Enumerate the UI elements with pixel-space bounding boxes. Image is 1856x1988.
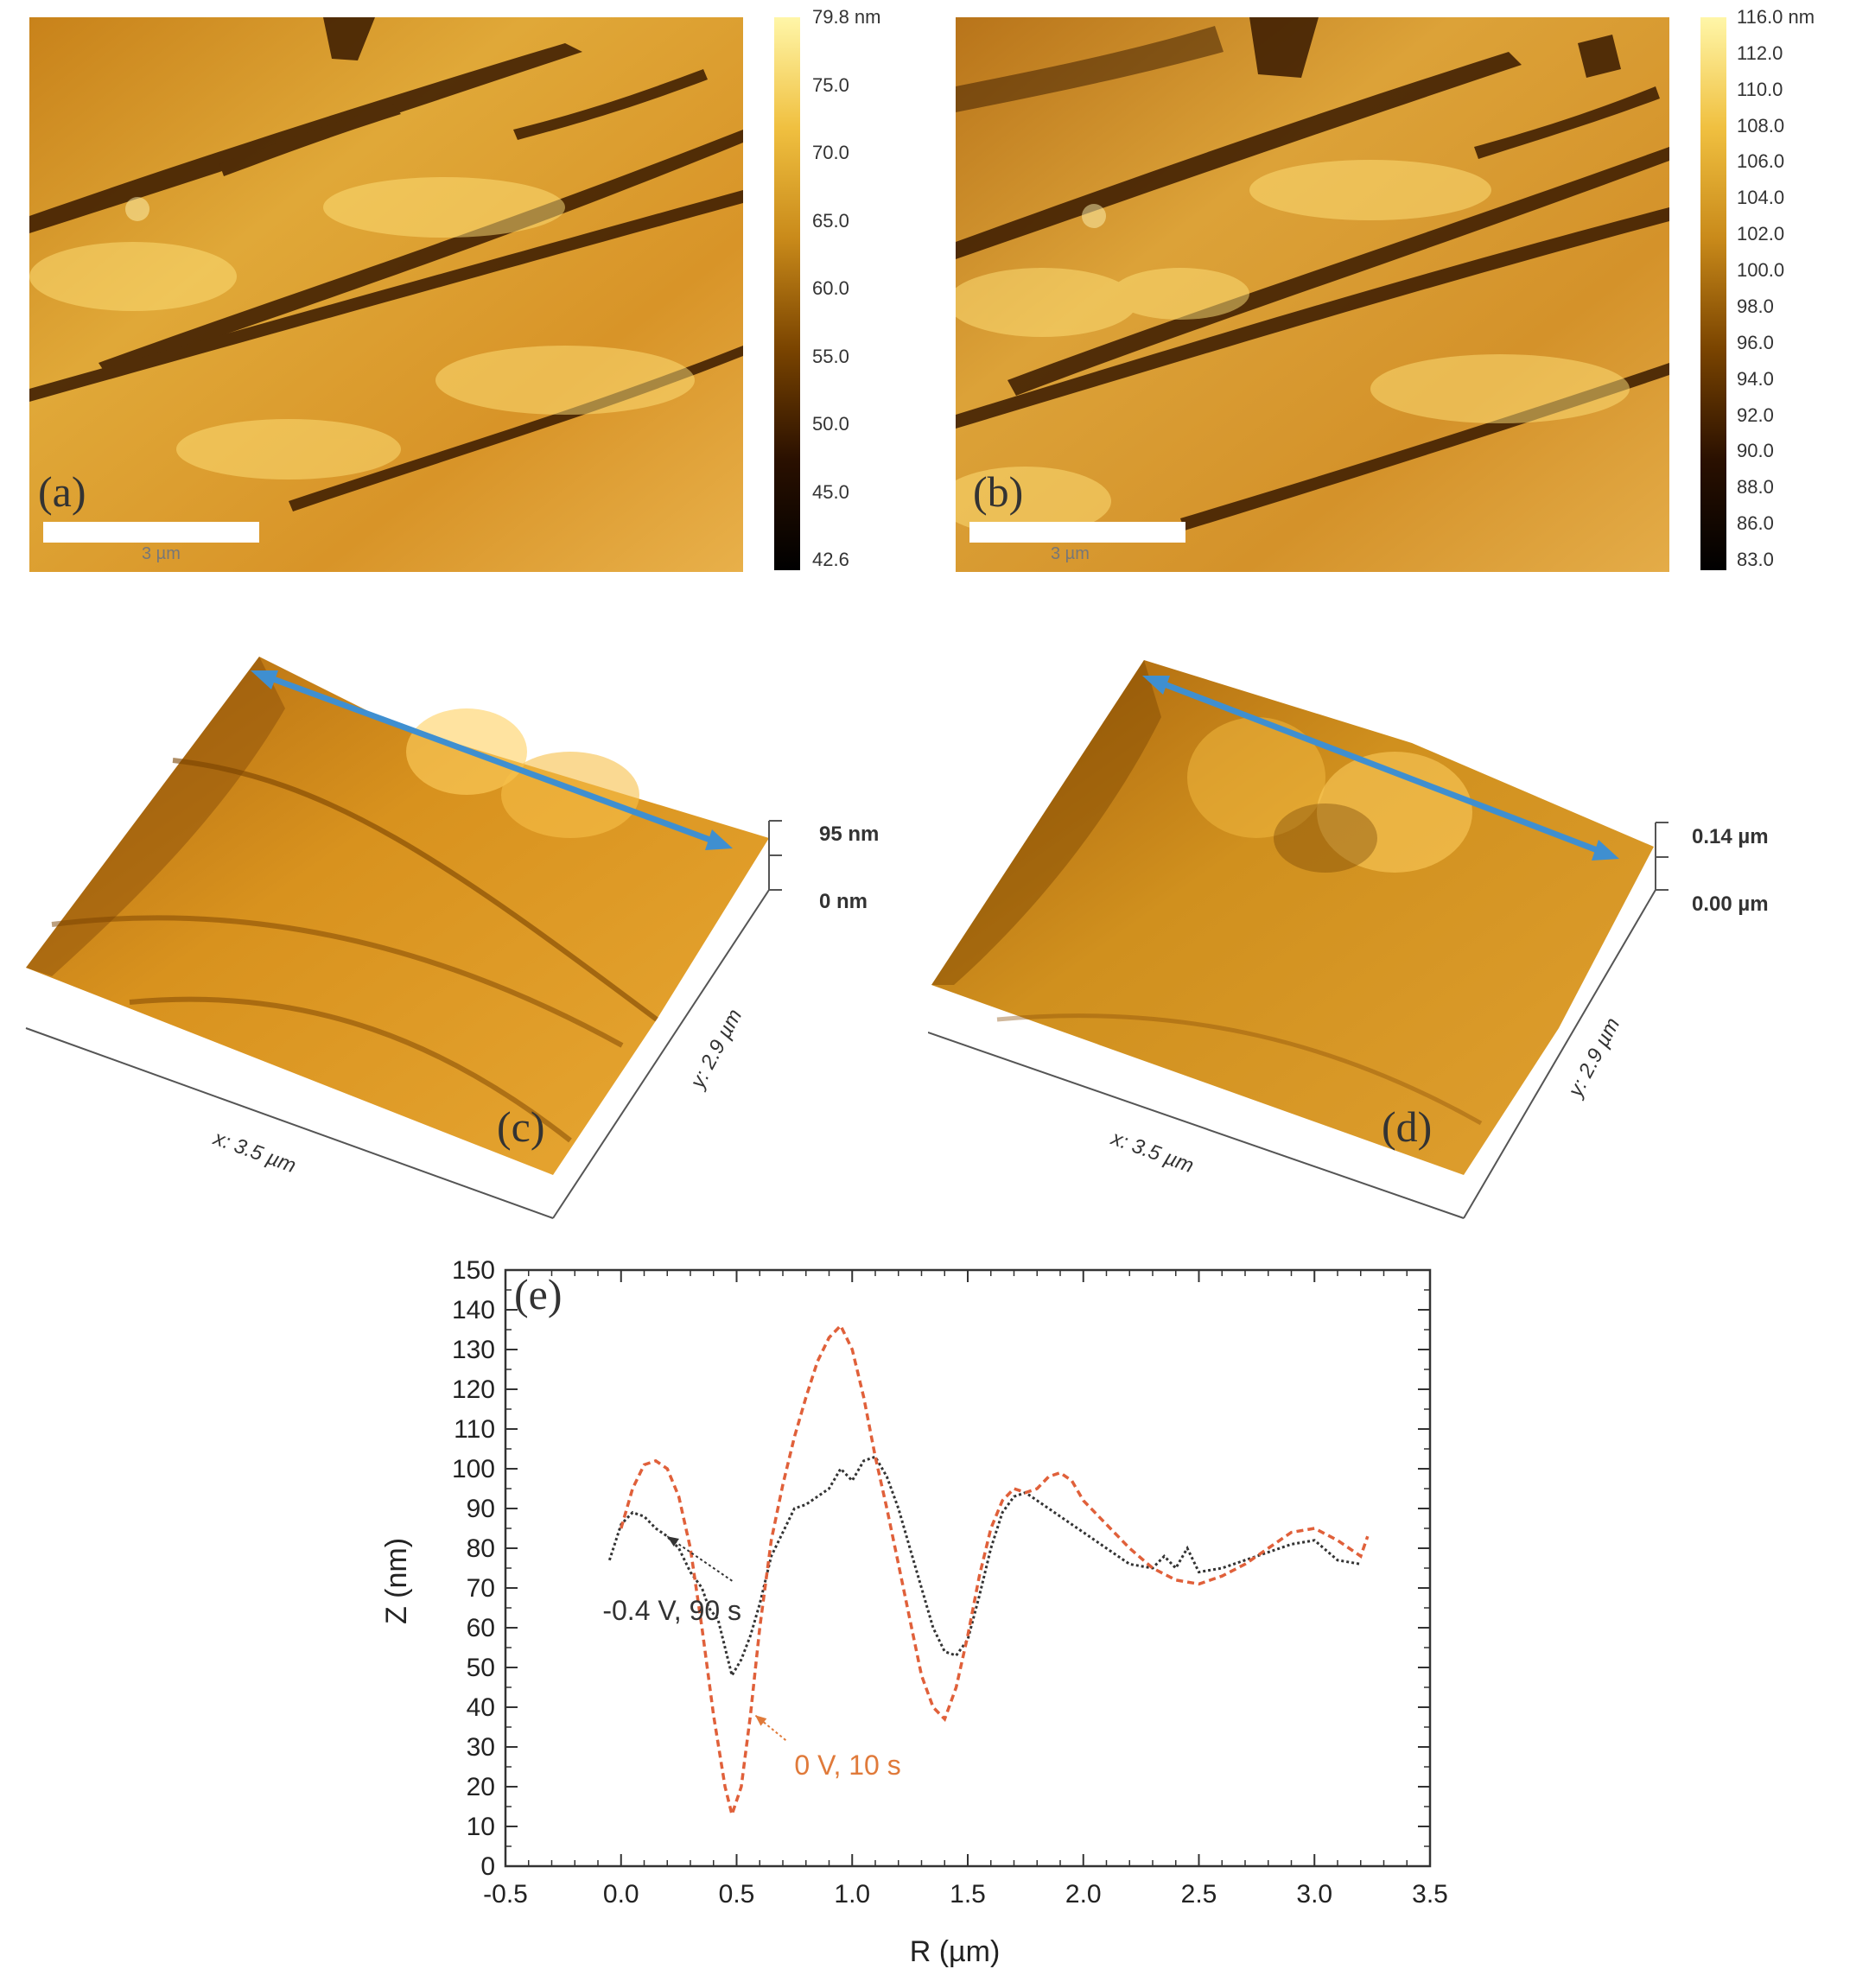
afm-3d-surface-d bbox=[928, 660, 1668, 1219]
x-tick-label: 2.5 bbox=[1181, 1880, 1217, 1909]
afm-3d-surface-c bbox=[25, 657, 782, 1219]
y-tick-label: 10 bbox=[467, 1813, 495, 1841]
x-tick-label: 2.0 bbox=[1065, 1880, 1102, 1909]
x-tick-label: 1.0 bbox=[834, 1880, 870, 1909]
afm-height-map-a: 3 µm (a) bbox=[29, 17, 743, 572]
afm-texture-a bbox=[29, 17, 743, 572]
y-tick-label: 120 bbox=[452, 1375, 495, 1404]
plot-frame bbox=[504, 1268, 1432, 1868]
panel-tag-e: (e) bbox=[514, 1270, 563, 1318]
line-chart-e: -0.5 0.0 0.5 1.0 1.5 2.0 2.5 3.0 3.5 0 10 20 30 40 50 6… bbox=[380, 1256, 1448, 1968]
colorbar-b-tick-label: 86.0 bbox=[1737, 512, 1774, 535]
x-axis-title: R (µm) bbox=[910, 1935, 1001, 1968]
colorbar-a-tick-label: 70.0 bbox=[812, 142, 849, 163]
panel-tag-a: (a) bbox=[38, 467, 86, 516]
colorbar-b bbox=[1700, 17, 1726, 570]
colorbar-b-tick-label: 102.0 bbox=[1737, 223, 1785, 245]
colorbar-a-tick-label: 42.6 bbox=[812, 549, 849, 570]
annotation-label: 0 V, 10 s bbox=[794, 1750, 900, 1781]
y-tick-label: 30 bbox=[467, 1733, 495, 1762]
scalebar-label-b: 3 µm bbox=[1051, 544, 1090, 563]
afm-3d-panel-c: 95 nm 0 nm x: 3.5 µm y: 2.9 µm (c) bbox=[0, 639, 928, 1244]
colorbar-b-tick-label: 108.0 bbox=[1737, 114, 1785, 137]
z-max-label-c: 95 nm bbox=[819, 823, 880, 846]
colorbar-b-tick-label: 90.0 bbox=[1737, 440, 1774, 462]
y-tick-label: 50 bbox=[467, 1654, 495, 1682]
y-tick-label: 40 bbox=[467, 1693, 495, 1722]
afm-3d-panel-d: 0.14 µm 0.00 µm x: 3.5 µm y: 2.9 µm (d) bbox=[928, 639, 1856, 1244]
chart-axes: -0.5 0.0 0.5 1.0 1.5 2.0 2.5 3.0 3.5 0 10 20 30 40 50 6… bbox=[452, 1256, 1448, 1909]
scalebar-a bbox=[43, 522, 259, 543]
z-max-label-d: 0.14 µm bbox=[1692, 825, 1769, 848]
series-line-1 bbox=[620, 1323, 1370, 1820]
colorbar-a-tick-label: 45.0 bbox=[812, 480, 849, 503]
x-tick-label: 3.0 bbox=[1296, 1880, 1332, 1909]
x-tick-label: 3.5 bbox=[1412, 1880, 1448, 1909]
colorbar-b-tick-label: 83.0 bbox=[1737, 549, 1774, 570]
x-tick-label: -0.5 bbox=[483, 1880, 528, 1909]
y-tick-label: 70 bbox=[467, 1574, 495, 1603]
x-tick-label: 0.0 bbox=[603, 1880, 639, 1909]
panel-tag-b: (b) bbox=[973, 467, 1024, 516]
chart-series bbox=[607, 1323, 1370, 1820]
series-line-0 bbox=[607, 1455, 1362, 1680]
colorbar-b-tick-label: 92.0 bbox=[1737, 403, 1774, 426]
colorbar-a-tick-label: 75.0 bbox=[812, 73, 849, 96]
colorbar-b-tick-label: 106.0 bbox=[1737, 150, 1785, 173]
colorbar-a-tick-label: 50.0 bbox=[812, 413, 849, 435]
colorbar-b-tick-label: 116.0 nm bbox=[1737, 6, 1815, 28]
y-tick-label: 20 bbox=[467, 1773, 495, 1801]
colorbar-b-tick-label: 110.0 bbox=[1737, 78, 1783, 100]
annotation-label: -0.4 V, 90 s bbox=[602, 1595, 741, 1626]
chart-annotations: -0.4 V, 90 s 0 V, 10 s bbox=[602, 1535, 901, 1781]
colorbar-b-tick-label: 112.0 bbox=[1737, 41, 1783, 64]
colorbar-a-tick-label: 65.0 bbox=[812, 209, 849, 232]
y-tick-label: 100 bbox=[452, 1455, 495, 1483]
y-tick-label: 110 bbox=[454, 1415, 495, 1444]
afm-texture-b bbox=[956, 17, 1669, 572]
y-tick-label: 80 bbox=[467, 1534, 495, 1563]
colorbar-b-tick-label: 98.0 bbox=[1737, 295, 1774, 317]
colorbar-b-tick-label: 100.0 bbox=[1737, 259, 1785, 282]
z-min-label-c: 0 nm bbox=[819, 890, 868, 913]
colorbar-a bbox=[774, 17, 800, 570]
annotation-arrowhead bbox=[667, 1536, 679, 1547]
panel-tag-c: (c) bbox=[497, 1102, 545, 1151]
colorbar-a-tick-label: 79.8 nm bbox=[812, 6, 881, 28]
y-tick-label: 90 bbox=[467, 1495, 495, 1523]
y-tick-label: 150 bbox=[452, 1256, 495, 1285]
y-tick-label: 60 bbox=[467, 1614, 495, 1642]
colorbar-a-tick-label: 60.0 bbox=[812, 277, 849, 299]
scalebar-b bbox=[969, 522, 1185, 543]
scalebar-label-a: 3 µm bbox=[142, 544, 181, 563]
colorbar-b-tick-label: 88.0 bbox=[1737, 476, 1774, 499]
annotation-arrowhead bbox=[754, 1715, 767, 1726]
y-tick-label: 0 bbox=[480, 1852, 495, 1881]
colorbar-b-tick-label: 104.0 bbox=[1737, 187, 1785, 209]
afm-height-map-b: 3 µm (b) bbox=[956, 17, 1669, 572]
y-tick-label: 140 bbox=[452, 1296, 495, 1324]
panel-tag-d: (d) bbox=[1382, 1102, 1433, 1151]
y-tick-label: 130 bbox=[452, 1336, 495, 1364]
colorbar-a-tick-label: 55.0 bbox=[812, 345, 849, 367]
z-min-label-d: 0.00 µm bbox=[1692, 892, 1769, 916]
x-tick-label: 1.5 bbox=[950, 1880, 986, 1909]
colorbar-b-tick-label: 96.0 bbox=[1737, 331, 1774, 353]
annotation-arrow bbox=[666, 1535, 733, 1582]
x-tick-label: 0.5 bbox=[719, 1880, 755, 1909]
colorbar-b-tick-label: 94.0 bbox=[1737, 367, 1774, 390]
y-axis-title: Z (nm) bbox=[380, 1538, 413, 1624]
